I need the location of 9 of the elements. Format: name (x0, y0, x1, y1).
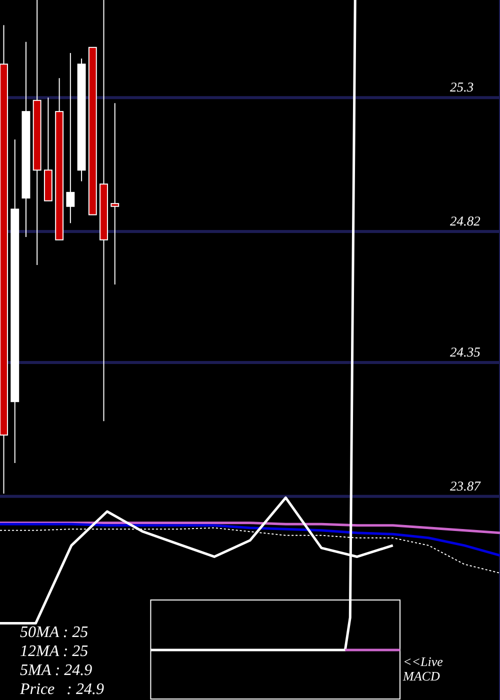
annotation: 5MA : 24.9 (20, 662, 92, 679)
y-tick-label: 25.3 (450, 80, 474, 95)
annotation: 12MA : 25 (20, 643, 88, 660)
annotation: <<Live MACD (402, 654, 444, 684)
y-tick-label: 24.35 (450, 344, 481, 360)
annotation: 50MA : 25 (20, 624, 88, 641)
annotation: Price : 24.9 (19, 681, 104, 698)
y-tick-label: 23.87 (450, 478, 482, 494)
y-tick-label: 24.82 (450, 213, 481, 228)
